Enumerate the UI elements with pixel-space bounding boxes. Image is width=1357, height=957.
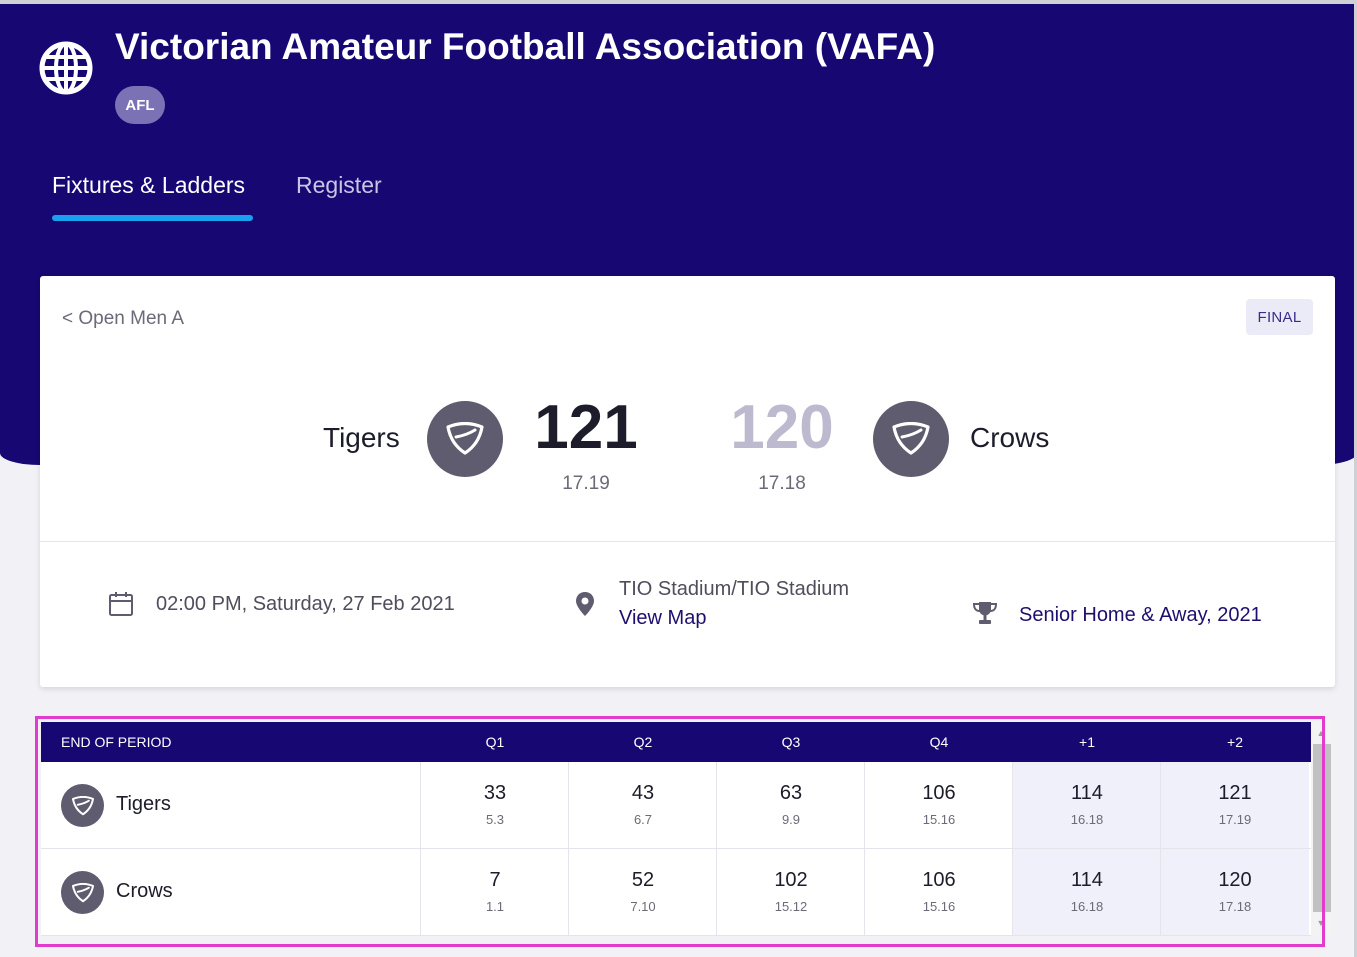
table-row-crows: Crows 7 1.1 52 7.10 102 15.12 106 15.16 …	[41, 849, 1311, 936]
away-team-name[interactable]: Crows	[970, 422, 1050, 453]
org-title: Victorian Amateur Football Association (…	[115, 26, 936, 67]
shield-icon	[61, 871, 104, 914]
cell-score: 52	[631, 869, 655, 891]
globe-icon	[36, 38, 96, 98]
venue-name: TIO Stadium/TIO Stadium	[619, 578, 850, 600]
status-badge: FINAL	[1246, 299, 1313, 335]
away-team-score: 120	[730, 393, 834, 462]
cell-breakdown: 16.18	[1070, 812, 1104, 827]
competition-link[interactable]: Senior Home & Away, 2021	[1019, 604, 1262, 626]
scroll-down-arrow-icon[interactable]: ▼	[1316, 918, 1326, 928]
cell-score: 106	[922, 782, 956, 804]
cell-score: 102	[774, 869, 808, 891]
header-q4: Q4	[929, 734, 949, 750]
away-team-shield-icon[interactable]	[873, 401, 949, 477]
header-extra-1: +1	[1079, 734, 1095, 750]
cell-breakdown: 9.9	[781, 812, 801, 827]
row-team-cell: Crows	[41, 849, 421, 935]
row-team-name[interactable]: Crows	[116, 880, 173, 902]
cell-breakdown: 1.1	[485, 899, 505, 914]
header-q2: Q2	[633, 734, 653, 750]
back-link-competition[interactable]: < Open Men A	[62, 308, 184, 329]
cell-score: 106	[922, 869, 956, 891]
scrollbar-thumb[interactable]	[1313, 744, 1331, 912]
end-of-period-table: END OF PERIOD Q1 Q2 Q3 Q4 +1 +2 Tigers 3…	[41, 722, 1311, 936]
cell-score: 121	[1218, 782, 1252, 804]
cell-breakdown: 16.18	[1070, 899, 1104, 914]
home-team-shield-icon[interactable]	[427, 401, 503, 477]
score-cell: 106 15.16	[865, 762, 1013, 848]
score-cell: 63 9.9	[717, 762, 865, 848]
away-team-score-breakdown: 17.18	[758, 473, 806, 494]
tab-fixtures-ladders[interactable]: Fixtures & Ladders	[52, 172, 246, 198]
row-team-cell: Tigers	[41, 762, 421, 848]
score-cell: 52 7.10	[569, 849, 717, 935]
table-row-tigers: Tigers 33 5.3 43 6.7 63 9.9 106 15.16 11…	[41, 762, 1311, 849]
cell-breakdown: 7.10	[630, 899, 656, 914]
cell-score: 114	[1071, 782, 1103, 804]
home-team-name[interactable]: Tigers	[323, 422, 400, 453]
cell-score: 33	[483, 782, 507, 804]
table-scrollbar[interactable]: ▲ ▼	[1311, 722, 1333, 935]
header-end-of-period: END OF PERIOD	[61, 734, 172, 750]
card-divider	[40, 541, 1335, 542]
cell-score: 43	[631, 782, 655, 804]
row-team-name[interactable]: Tigers	[116, 793, 171, 815]
score-cell-extra-time: 120 17.18	[1161, 849, 1309, 935]
score-cell: 7 1.1	[421, 849, 569, 935]
home-team-score: 121	[534, 393, 638, 462]
header-q3: Q3	[781, 734, 801, 750]
window-top-edge	[0, 0, 1357, 4]
tab-register[interactable]: Register	[296, 172, 382, 198]
cell-score: 114	[1071, 869, 1103, 891]
calendar-icon	[108, 591, 134, 622]
scroll-up-arrow-icon[interactable]: ▲	[1316, 728, 1326, 738]
cell-score: 63	[779, 782, 803, 804]
score-cell-extra-time: 121 17.19	[1161, 762, 1309, 848]
map-pin-icon	[575, 591, 595, 622]
score-cell: 106 15.16	[865, 849, 1013, 935]
table-header: END OF PERIOD Q1 Q2 Q3 Q4 +1 +2	[41, 722, 1311, 762]
header-q1: Q1	[485, 734, 505, 750]
cell-score: 7	[489, 869, 501, 891]
view-map-link[interactable]: View Map	[619, 607, 707, 629]
cell-breakdown: 5.3	[485, 812, 505, 827]
match-datetime: 02:00 PM, Saturday, 27 Feb 2021	[156, 593, 455, 615]
score-cell: 102 15.12	[717, 849, 865, 935]
cell-breakdown: 6.7	[633, 812, 653, 827]
cell-breakdown: 15.12	[774, 899, 808, 914]
cell-breakdown: 15.16	[922, 899, 956, 914]
home-team-score-breakdown: 17.19	[562, 473, 610, 494]
header-extra-2: +2	[1227, 734, 1243, 750]
match-card: < Open Men A FINAL Tigers 121 17.19 120 …	[40, 276, 1335, 687]
cell-breakdown: 17.19	[1218, 812, 1252, 827]
shield-icon	[61, 784, 104, 827]
score-cell: 33 5.3	[421, 762, 569, 848]
score-cell: 43 6.7	[569, 762, 717, 848]
active-tab-indicator	[52, 215, 253, 221]
trophy-icon	[972, 601, 998, 630]
cell-breakdown: 17.18	[1218, 899, 1252, 914]
score-cell-extra-time: 114 16.18	[1013, 849, 1161, 935]
score-cell-extra-time: 114 16.18	[1013, 762, 1161, 848]
window-right-edge	[1354, 4, 1357, 957]
cell-score: 120	[1218, 869, 1252, 891]
sport-badge: AFL	[115, 86, 165, 124]
cell-breakdown: 15.16	[922, 812, 956, 827]
